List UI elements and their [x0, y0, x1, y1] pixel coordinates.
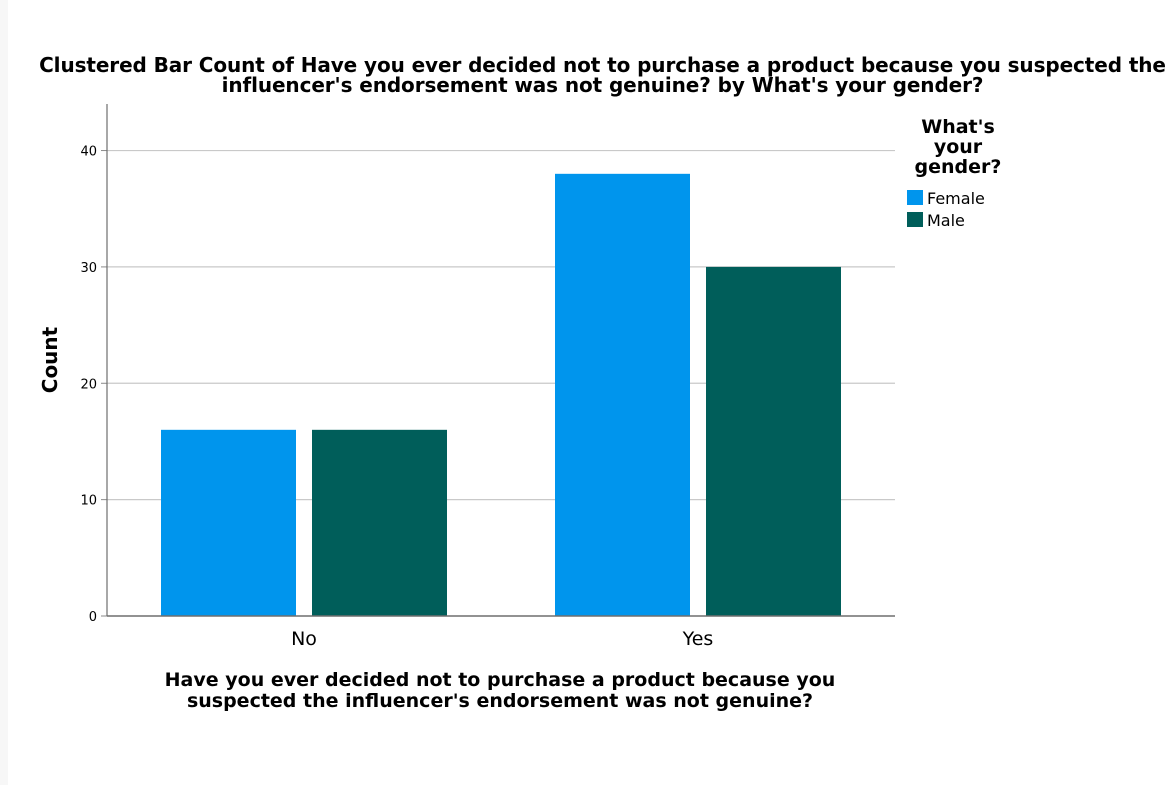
bar-no-female [161, 429, 296, 616]
y-tick-label-40: 40 [80, 145, 97, 160]
legend-label-male: Male [927, 211, 965, 230]
x-axis-title-line-1: Have you ever decided not to purchase a … [164, 669, 836, 691]
bar-yes-male [706, 266, 841, 616]
x-tick-label-yes: Yes [682, 628, 714, 650]
x-tick-label-no: No [291, 628, 317, 650]
y-axis-title: Count [38, 326, 62, 393]
chart-title-line-2: influencer's endorsement was not genuine… [221, 73, 984, 97]
y-tick-label-10: 10 [80, 494, 97, 509]
y-tick-label-30: 30 [80, 261, 97, 276]
legend-title-line-1: What's [921, 116, 995, 138]
legend-label-female: Female [927, 189, 985, 208]
legend-swatch-male [907, 212, 923, 227]
window-edge [0, 0, 8, 785]
y-tick-label-20: 20 [80, 377, 97, 392]
bar-no-male [312, 429, 447, 616]
bar-yes-female [555, 173, 690, 616]
legend-swatch-female [907, 190, 923, 205]
chart-title-line-1: Clustered Bar Count of Have you ever dec… [39, 53, 1165, 77]
legend-title-line-3: gender? [915, 156, 1002, 178]
x-axis-title-line-2: suspected the influencer's endorsement w… [186, 690, 814, 712]
y-tick-label-0: 0 [89, 610, 97, 625]
legend-title-line-2: your [934, 136, 983, 158]
